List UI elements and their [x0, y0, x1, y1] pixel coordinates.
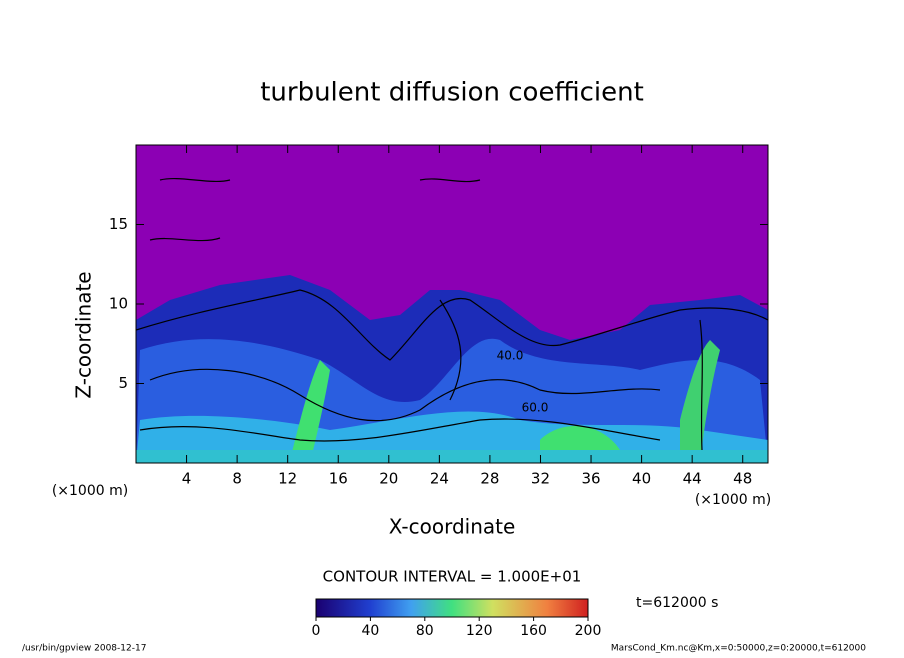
- chart-title: turbulent diffusion coefficient: [260, 78, 644, 108]
- x-unit-label: (×1000 m): [52, 483, 128, 499]
- y-axis-label: Z-coordinate: [72, 271, 96, 398]
- x-tick-label: 48: [733, 470, 752, 488]
- x-tick-label: 24: [430, 470, 449, 488]
- contour-label: 60.0: [522, 401, 549, 415]
- x-axis-label: X-coordinate: [389, 515, 516, 539]
- colorbar-tick-label: 40: [361, 623, 379, 639]
- contour-label: 40.0: [497, 349, 524, 363]
- footer-left: /usr/bin/gpview 2008-12-17: [22, 644, 146, 654]
- colorbar: [315, 598, 589, 618]
- y-tick-label: 10: [109, 295, 128, 313]
- colorbar-tick-label: 120: [466, 623, 493, 639]
- contour-interval: CONTOUR INTERVAL = 1.000E+01: [323, 568, 582, 586]
- x-unit-label: (×1000 m): [695, 492, 771, 508]
- x-tick-label: 12: [278, 470, 297, 488]
- x-tick-label: 28: [480, 470, 499, 488]
- x-tick-label: 36: [581, 470, 600, 488]
- x-tick-label: 40: [632, 470, 651, 488]
- contour-field: [136, 145, 768, 463]
- colorbar-tick-label: 0: [312, 623, 321, 639]
- x-tick-label: 20: [379, 470, 398, 488]
- y-tick-label: 15: [109, 215, 128, 233]
- y-tick-label: 5: [118, 374, 128, 392]
- x-tick-label: 32: [531, 470, 550, 488]
- x-tick-label: 44: [683, 470, 702, 488]
- time-label: t=612000 s: [636, 595, 718, 611]
- x-tick-label: 16: [329, 470, 348, 488]
- colorbar-tick-label: 160: [520, 623, 547, 639]
- colorbar-tick-label: 80: [416, 623, 434, 639]
- x-tick-label: 8: [232, 470, 242, 488]
- colorbar-tick-label: 200: [575, 623, 602, 639]
- x-tick-label: 4: [182, 470, 192, 488]
- footer-right: MarsCond_Km.nc@Km,x=0:50000,z=0:20000,t=…: [611, 644, 866, 654]
